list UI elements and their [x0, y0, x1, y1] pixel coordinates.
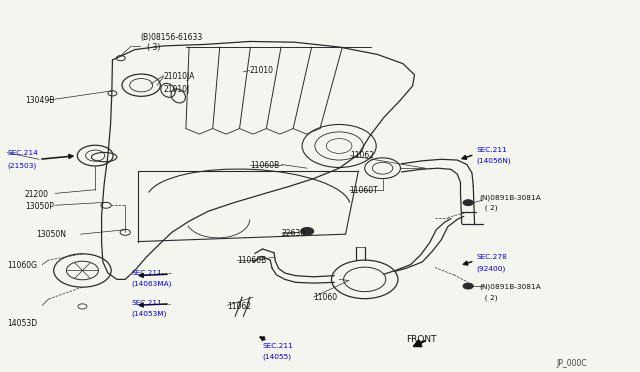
- Circle shape: [463, 283, 473, 289]
- Text: FRONT: FRONT: [406, 335, 436, 344]
- Text: 11060G: 11060G: [7, 261, 37, 270]
- Text: SEC.214: SEC.214: [7, 150, 38, 155]
- Text: (14063MA): (14063MA): [132, 281, 172, 288]
- Text: SEC.278: SEC.278: [476, 254, 508, 260]
- Text: 21010: 21010: [250, 66, 274, 75]
- Text: 13050N: 13050N: [36, 230, 66, 240]
- Text: 11062: 11062: [227, 302, 252, 311]
- Text: JP_000C: JP_000C: [556, 359, 587, 368]
- Circle shape: [301, 228, 314, 235]
- Text: SEC.211: SEC.211: [262, 343, 293, 349]
- Text: 11062: 11062: [351, 151, 374, 160]
- Text: (N)0891B-3081A: (N)0891B-3081A: [479, 195, 541, 201]
- Text: SEC.211: SEC.211: [132, 300, 163, 306]
- Text: ( 2): ( 2): [479, 295, 497, 301]
- Text: 14053D: 14053D: [7, 319, 37, 328]
- Text: 11060T: 11060T: [349, 186, 378, 195]
- Text: SEC.211: SEC.211: [132, 270, 163, 276]
- Text: 21010JA: 21010JA: [164, 72, 195, 81]
- Text: (92400): (92400): [476, 265, 506, 272]
- Text: 11060: 11060: [314, 294, 338, 302]
- Text: 21010J: 21010J: [164, 85, 190, 94]
- Text: 11060B: 11060B: [237, 256, 266, 265]
- Text: (21503): (21503): [7, 162, 36, 169]
- Text: 21200: 21200: [25, 190, 49, 199]
- Text: (N)0891B-3081A: (N)0891B-3081A: [479, 283, 541, 290]
- Text: (14055): (14055): [262, 353, 292, 360]
- Text: (14053M): (14053M): [132, 311, 167, 317]
- Text: 13050P: 13050P: [25, 202, 54, 211]
- Text: 11060B: 11060B: [250, 161, 279, 170]
- Text: SEC.211: SEC.211: [476, 147, 508, 153]
- Text: (14056N): (14056N): [476, 158, 511, 164]
- Text: (B)08156-61633
   ( 3): (B)08156-61633 ( 3): [140, 33, 202, 52]
- Text: 22630: 22630: [282, 229, 306, 238]
- Circle shape: [463, 200, 473, 206]
- Text: 13049B: 13049B: [25, 96, 54, 105]
- Text: ( 2): ( 2): [479, 205, 497, 212]
